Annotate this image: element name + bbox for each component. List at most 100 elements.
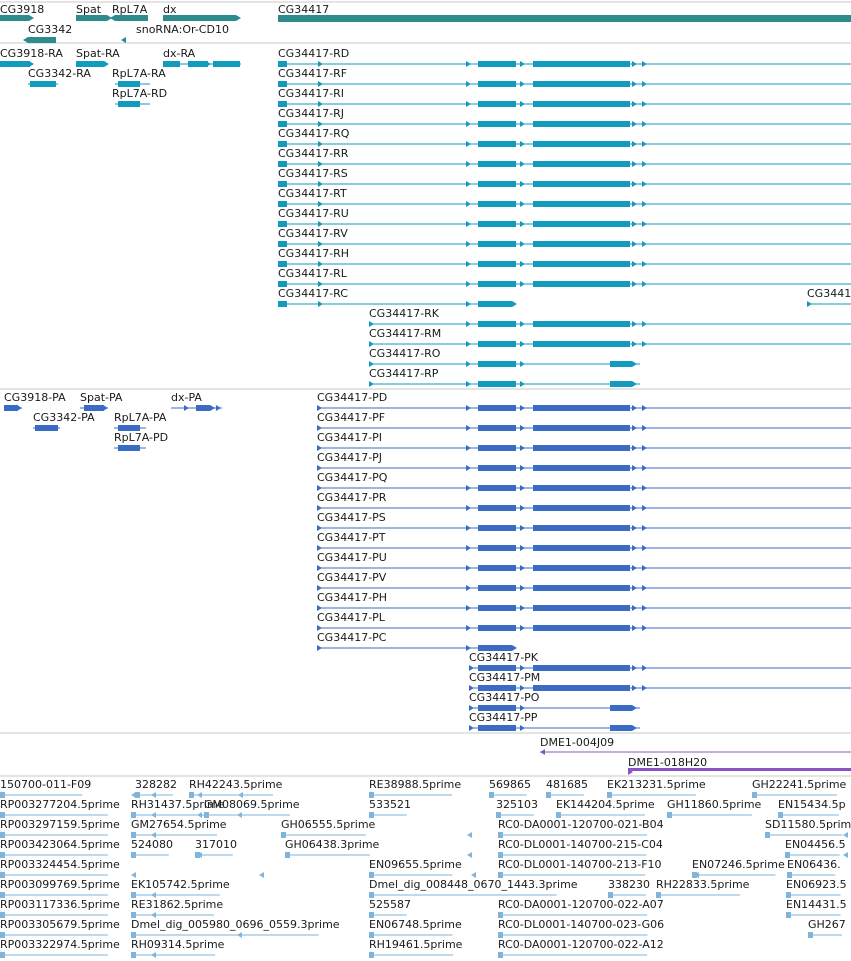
est-label[interactable]: 525587 — [369, 898, 411, 911]
est-label[interactable]: RP003117336.5prime — [0, 898, 120, 911]
est-block[interactable] — [786, 912, 791, 918]
transcript-cg34417-exon[interactable] — [478, 381, 516, 387]
protein-cg34417-exon[interactable] — [533, 585, 630, 591]
transcript-label[interactable]: Spat-RA — [76, 47, 120, 60]
est-block[interactable] — [546, 792, 551, 798]
est-label[interactable]: RC0-DL0001-140700-215-C04 — [498, 838, 663, 851]
protein-cg34417-exon[interactable] — [478, 685, 516, 691]
protein-label[interactable]: RpL7A-PA — [114, 411, 167, 424]
est-block[interactable] — [786, 892, 791, 898]
protein-label-cg34417[interactable]: CG34417-PM — [469, 671, 540, 684]
est-label[interactable]: EK105742.5prime — [131, 878, 230, 891]
est-block[interactable] — [498, 932, 503, 938]
protein-label-cg34417[interactable]: CG34417-PJ — [317, 451, 382, 464]
protein-cg34417-exon[interactable] — [533, 685, 630, 691]
protein-spat-pa-exon[interactable] — [84, 405, 104, 411]
est-label[interactable]: EN06748.5prime — [369, 918, 462, 931]
est-label[interactable]: 328282 — [135, 778, 177, 791]
est-block[interactable] — [189, 792, 194, 798]
transcript-cg3918-ra-exon[interactable] — [0, 61, 30, 67]
est-block[interactable] — [131, 932, 136, 938]
transcript-dx-ra-exon[interactable] — [163, 61, 180, 67]
protein-cg34417-exon[interactable] — [533, 605, 630, 611]
est-block[interactable] — [0, 872, 5, 878]
est-block[interactable] — [808, 932, 813, 938]
protein-label-cg34417[interactable]: CG34417-PP — [469, 711, 538, 724]
protein-cg34417-exon[interactable] — [478, 625, 516, 631]
est-block[interactable] — [498, 912, 503, 918]
transcript-cg34417-exon[interactable] — [478, 101, 516, 107]
est-block[interactable] — [369, 812, 374, 818]
est-label[interactable]: EN09655.5prime — [369, 858, 462, 871]
protein-cg34417-exon[interactable] — [478, 485, 516, 491]
est-label[interactable]: Dmel_dig_008448_0670_1443.3prime — [369, 878, 578, 891]
est-block[interactable] — [285, 852, 290, 858]
est-label[interactable]: RP003423064.5prime — [0, 838, 120, 851]
est-label[interactable]: 325103 — [496, 798, 538, 811]
est-label[interactable]: EN15434.5p — [778, 798, 846, 811]
transcript-cg34417-exon[interactable] — [533, 61, 630, 67]
transcript-cg34417-exon[interactable] — [478, 261, 516, 267]
est-block[interactable] — [785, 852, 790, 858]
transcript-cg34417-exon[interactable] — [533, 241, 630, 247]
gene-cg3918-glyph[interactable] — [0, 15, 29, 21]
est-label[interactable]: 524080 — [131, 838, 173, 851]
protein-label-cg34417[interactable]: CG34417-PS — [317, 511, 386, 524]
est-block[interactable] — [204, 812, 209, 818]
est-block[interactable] — [607, 792, 612, 798]
transcript-label-cg34417[interactable]: CG34417-RC — [278, 287, 348, 300]
transcript-cg34417-exon[interactable] — [533, 81, 630, 87]
est-block[interactable] — [0, 952, 5, 958]
est-label[interactable]: RH19461.5prime — [369, 938, 463, 951]
est-label[interactable]: RC0-DL0001-140700-023-G06 — [498, 918, 664, 931]
transcript-cg34417-exon[interactable] — [533, 121, 630, 127]
est-label[interactable]: GM27654.5prime — [131, 818, 227, 831]
gene-label-cg34417[interactable]: CG34417 — [278, 3, 329, 16]
transcript-label-cg34417[interactable]: CG34417-RU — [278, 207, 349, 220]
protein-cg34417-exon[interactable] — [478, 705, 516, 711]
transcript-cg3342-ra-exon[interactable] — [30, 81, 56, 87]
est-block[interactable] — [656, 892, 661, 898]
est-label[interactable]: EK144204.5prime — [556, 798, 655, 811]
transcript-label-cg34417[interactable]: CG34417-RT — [278, 187, 347, 200]
est-block[interactable] — [0, 892, 5, 898]
transcript-cg34417-rc-exon[interactable] — [478, 301, 512, 307]
transcript-cg34417-exon[interactable] — [478, 161, 516, 167]
est-label[interactable]: RE38988.5prime — [369, 778, 461, 791]
est-label[interactable]: RC0-DL0001-140700-213-F10 — [498, 858, 662, 871]
protein-cg34417-exon[interactable] — [533, 405, 630, 411]
est-block[interactable] — [498, 872, 503, 878]
transcript-cg34417-exon[interactable] — [478, 141, 516, 147]
transcript-cg34417-exon[interactable] — [478, 81, 516, 87]
protein-cg34417-exon[interactable] — [533, 445, 630, 451]
protein-label[interactable]: CG3918-PA — [4, 391, 66, 404]
est-label[interactable]: RE31862.5prime — [131, 898, 223, 911]
transcript-label[interactable]: CG3342-RA — [28, 67, 91, 80]
transcript-cg34417-exon[interactable] — [533, 321, 630, 327]
est-block[interactable] — [496, 812, 501, 818]
est-block[interactable] — [135, 792, 140, 798]
gene-cg3342-glyph[interactable] — [28, 37, 56, 43]
protein-cg34417-exon[interactable] — [533, 545, 630, 551]
clone-label[interactable]: DME1-018H20 — [628, 756, 707, 769]
protein-cg34417-exon[interactable] — [478, 545, 516, 551]
gene-cg34417-glyph[interactable] — [278, 15, 851, 22]
est-block[interactable] — [369, 892, 374, 898]
protein-cg34417-exon[interactable] — [533, 565, 630, 571]
transcript-label-cg34417[interactable]: CG34417-RI — [278, 87, 344, 100]
protein-label-cg34417[interactable]: CG34417-PF — [317, 411, 385, 424]
gene-rpl7a-glyph[interactable] — [115, 15, 148, 21]
est-label[interactable]: GH22241.5prime — [752, 778, 847, 791]
transcript-label-cg34417[interactable]: CG34417-RL — [278, 267, 348, 280]
protein-cg3918-pa-exon[interactable] — [4, 405, 18, 411]
gene-dx-glyph[interactable] — [163, 15, 236, 21]
est-block[interactable] — [369, 932, 374, 938]
transcript-cg34417-exon[interactable] — [533, 161, 630, 167]
est-label[interactable]: Dmel_dig_005980_0696_0559.3prime — [131, 918, 340, 931]
est-label[interactable]: RC0-DA0001-120700-022-A07 — [498, 898, 664, 911]
protein-label-cg34417[interactable]: CG34417-PL — [317, 611, 386, 624]
transcript-cg34417-exon[interactable] — [478, 361, 516, 367]
protein-cg34417-exon[interactable] — [478, 565, 516, 571]
gene-label-dx[interactable]: dx — [163, 3, 177, 16]
est-block[interactable] — [752, 792, 757, 798]
